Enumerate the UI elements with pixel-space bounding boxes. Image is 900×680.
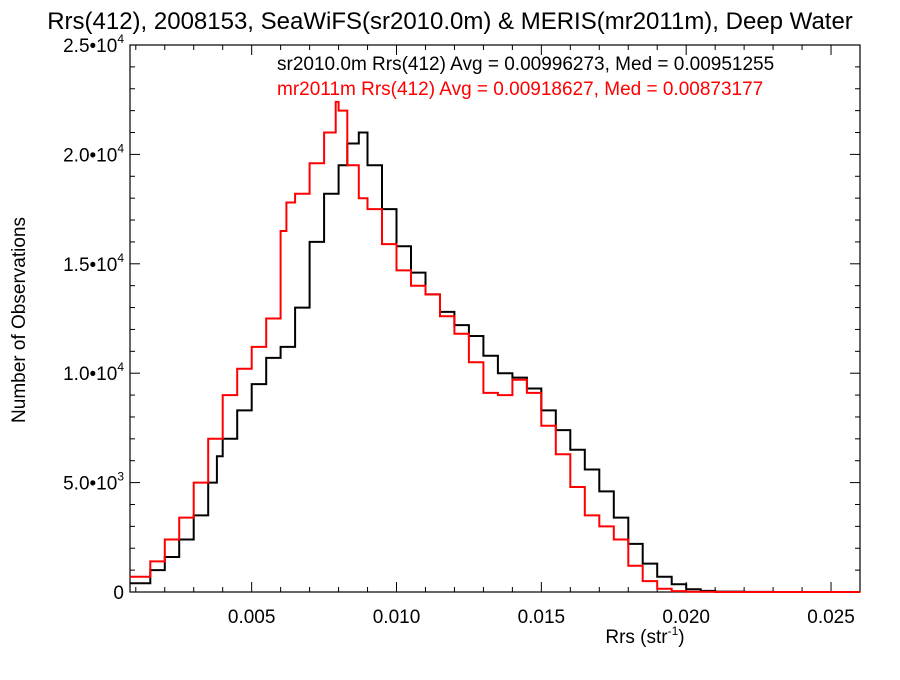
x-tick-label: 0.015 (518, 607, 566, 628)
y-tick-label: 2.5•104 (63, 32, 124, 57)
x-tick-labels: 0.005 0.010 0.015 0.020 0.025 (228, 607, 855, 628)
y-tick-label: 1.0•104 (63, 360, 124, 385)
y-tick-label: 1.5•104 (63, 251, 124, 276)
y-axis-label: Number of Observations (9, 217, 30, 423)
chart-title: Rrs(412), 2008153, SeaWiFS(sr2010.0m) & … (47, 8, 853, 35)
series-line-mr2011m (130, 100, 860, 593)
x-tick-label: 0.005 (228, 607, 276, 628)
axis-ticks (130, 44, 860, 593)
legend: sr2010.0m Rrs(412) Avg = 0.00996273, Med… (277, 54, 774, 100)
legend-entry-mr2011m: mr2011m Rrs(412) Avg = 0.00918627, Med =… (277, 79, 763, 100)
x-axis-label: Rrs (str-1) (605, 624, 684, 648)
x-tick-label: 0.020 (662, 607, 710, 628)
y-tick-label: 0 (113, 583, 124, 604)
series-line-sr2010.0m (130, 131, 860, 593)
y-tick-label: 2.0•104 (63, 141, 124, 166)
plot-frame (129, 44, 861, 593)
y-tick-labels: 0 5.0•103 1.0•104 1.5•104 2.0•104 2.5•104 (63, 32, 124, 604)
legend-entry-sr2010.0m: sr2010.0m Rrs(412) Avg = 0.00996273, Med… (277, 54, 774, 75)
x-tick-label: 0.010 (373, 607, 421, 628)
y-tick-label: 5.0•103 (63, 470, 124, 495)
series-group (130, 100, 860, 593)
x-tick-label: 0.025 (807, 607, 855, 628)
